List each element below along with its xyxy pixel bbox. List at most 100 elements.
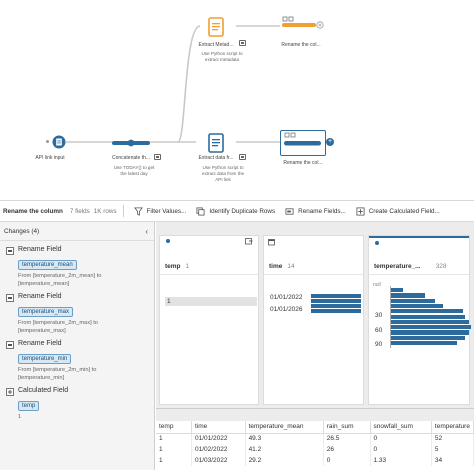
script-icon	[208, 17, 224, 37]
histogram-bar[interactable]	[391, 288, 403, 293]
flow-links	[66, 25, 280, 143]
file-input-icon	[52, 135, 66, 149]
rename-change-icon	[6, 294, 14, 302]
annotation-icon[interactable]	[239, 40, 246, 46]
table-row[interactable]: 1 01/03/2022 29.2 0 1.33 34	[156, 455, 474, 466]
duplicate-rows-icon	[196, 206, 205, 216]
cell[interactable]: 29.2	[245, 455, 324, 466]
histogram-bar[interactable]	[311, 294, 361, 298]
cell[interactable]: 01/03/2022	[191, 455, 246, 466]
desc-line: [temperature_mean]	[18, 281, 70, 287]
cell[interactable]: 26	[323, 444, 371, 455]
column-header[interactable]: rain_sum	[323, 421, 371, 434]
cell[interactable]: 1	[156, 444, 192, 455]
cell[interactable]: 52	[431, 433, 474, 444]
field-pill[interactable]: temperature_max	[18, 307, 74, 317]
create-calculated-field-button[interactable]: Create Calculated Field...	[356, 206, 440, 216]
profile-card-temperature[interactable]: temperature_... 328 null 30 60 90	[368, 235, 471, 405]
change-description: From [temperature_2m_mean] to [temperatu…	[18, 272, 154, 288]
card-divider	[160, 274, 258, 275]
flow-canvas[interactable]: API link input Concatenate th... Use TOD…	[0, 0, 474, 200]
change-description: From [temperature_2m_min] to [temperatur…	[18, 366, 154, 382]
change-item[interactable]: Rename Field temperature_max From [tempe…	[0, 293, 154, 335]
change-item[interactable]: Rename Field temperature_min From [tempe…	[0, 340, 154, 382]
number-type-icon[interactable]	[166, 239, 170, 243]
histogram-bar[interactable]	[391, 293, 425, 298]
change-item[interactable]: Calculated Field temp 1	[0, 387, 154, 421]
histogram-bar[interactable]	[311, 299, 361, 303]
histogram-bar[interactable]	[391, 309, 463, 314]
date-label: 01/01/2026	[270, 306, 303, 313]
column-header[interactable]: temperature	[431, 421, 474, 434]
api-input-node[interactable]	[52, 134, 66, 150]
column-header[interactable]: temp	[156, 421, 192, 434]
axis-tick: null	[373, 282, 381, 288]
cell[interactable]: 0	[370, 444, 432, 455]
clean-step-icon	[282, 16, 324, 29]
rename-fields-button[interactable]: Rename Fields...	[285, 207, 346, 216]
cell[interactable]: 5	[431, 444, 474, 455]
cell[interactable]: 34	[431, 455, 474, 466]
rename-bottom-node-selected[interactable]	[280, 130, 326, 156]
histogram-bar[interactable]	[391, 298, 435, 303]
selected-indicator	[369, 236, 469, 250]
column-header[interactable]: snowfall_sum	[370, 421, 432, 434]
table-row[interactable]: 1 01/02/2022 41.2 26 0 5	[156, 444, 474, 455]
cell[interactable]: 0	[370, 433, 432, 444]
concatenate-node[interactable]	[112, 136, 150, 148]
value-bar[interactable]	[165, 297, 257, 306]
cell[interactable]: 41.2	[245, 444, 324, 455]
step-title: Rename the column	[3, 207, 63, 215]
more-options-icon[interactable]	[245, 238, 253, 245]
cell[interactable]: 0	[323, 455, 371, 466]
profile-card-time[interactable]: time 14 01/01/2022 01/01/2026	[263, 235, 364, 405]
cell[interactable]: 1	[156, 455, 192, 466]
histogram-bar[interactable]	[391, 314, 465, 319]
histogram-bar[interactable]	[391, 303, 443, 309]
table-row[interactable]: 1 01/01/2022 49.3 26.5 0 52	[156, 433, 474, 444]
card-divider	[369, 274, 469, 275]
histogram-bar[interactable]	[311, 309, 361, 313]
cell[interactable]: 49.3	[245, 433, 324, 444]
field-distinct-count: 14	[287, 263, 295, 270]
profile-card-temp[interactable]: temp 1 1	[159, 235, 259, 405]
desc-line: From [temperature_2m_mean] to	[18, 273, 102, 279]
rename-fields-label: Rename Fields...	[298, 207, 346, 215]
histogram-bar[interactable]	[391, 335, 465, 340]
desc-line: extract data from the	[201, 171, 245, 176]
rename-top-node[interactable]	[280, 16, 324, 30]
add-step-button[interactable]: +	[326, 138, 334, 146]
cell[interactable]: 01/01/2022	[191, 433, 246, 444]
column-header[interactable]: time	[191, 421, 246, 434]
histogram-bar[interactable]	[391, 319, 469, 325]
histogram-bar[interactable]	[391, 330, 469, 335]
profile-pane: temp 1 1 time 14 01/01/2022 01/01/2026 tem…	[156, 222, 474, 408]
number-type-icon[interactable]	[375, 241, 379, 245]
column-header[interactable]: temperature_mean	[245, 421, 324, 434]
changes-pane: Changes (4) ‹ Rename Field temperature_m…	[0, 222, 155, 470]
row-count: 1K rows	[93, 207, 117, 215]
change-item[interactable]: Rename Field temperature_mean From [temp…	[0, 246, 154, 288]
annotation-icon[interactable]	[154, 154, 161, 160]
extract-metadata-node[interactable]	[206, 16, 226, 38]
desc-line: [temperature_max]	[18, 328, 66, 334]
histogram-bar[interactable]	[391, 325, 471, 330]
identify-duplicates-button[interactable]: Identify Duplicate Rows	[196, 206, 275, 216]
change-description: From [temperature_2m_max] to [temperatur…	[18, 319, 154, 335]
cell[interactable]: 1.33	[370, 455, 432, 466]
filter-values-button[interactable]: Filter Values...	[133, 206, 186, 216]
histogram-bar[interactable]	[311, 304, 361, 308]
annotation-icon[interactable]	[239, 154, 246, 160]
divider	[122, 205, 124, 217]
field-pill[interactable]: temperature_mean	[18, 260, 77, 270]
field-distinct-count: 1	[185, 263, 190, 270]
field-pill[interactable]: temperature_min	[18, 354, 72, 364]
cell[interactable]: 26.5	[323, 433, 371, 444]
histogram-bar[interactable]	[391, 341, 457, 346]
collapse-chevron-icon[interactable]: ‹	[145, 226, 148, 236]
cell[interactable]: 1	[156, 433, 192, 444]
field-pill[interactable]: temp	[18, 401, 40, 411]
cell[interactable]: 01/02/2022	[191, 444, 246, 455]
extract-data-node[interactable]	[206, 132, 226, 154]
field-name: time 14	[269, 263, 295, 270]
